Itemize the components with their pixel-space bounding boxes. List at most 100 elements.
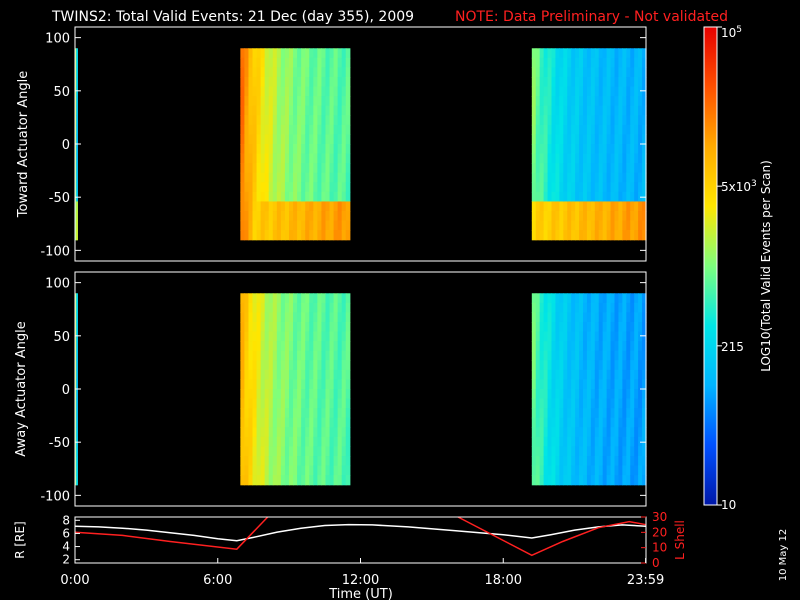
toward-cell xyxy=(586,57,592,69)
toward-cell xyxy=(240,115,245,126)
away-cell xyxy=(571,408,576,419)
away-cell xyxy=(535,456,541,467)
away-cell xyxy=(276,331,282,342)
away-cell xyxy=(284,456,290,467)
toward-cell xyxy=(618,220,623,231)
away-cell xyxy=(341,398,347,409)
away-cell xyxy=(602,456,608,467)
away-y-label: Away Actuator Angle xyxy=(14,321,29,456)
toward-cell xyxy=(276,163,282,174)
lshell-tick-label: 30 xyxy=(652,510,667,524)
away-cell xyxy=(634,331,639,342)
toward-cell xyxy=(252,48,258,59)
toward-cell xyxy=(598,76,604,88)
toward-cell xyxy=(256,134,262,145)
away-cell xyxy=(260,436,266,448)
away-cell xyxy=(622,475,627,486)
toward-cell xyxy=(551,220,557,231)
away-cell xyxy=(618,446,623,457)
toward-cell xyxy=(305,86,310,97)
away-cell xyxy=(598,312,604,323)
toward-cell xyxy=(284,201,290,212)
toward-cell xyxy=(579,105,584,116)
away-cell xyxy=(240,369,245,381)
toward-cell xyxy=(345,134,351,145)
toward-cell xyxy=(531,134,537,145)
away-cell xyxy=(559,360,564,371)
away-cell xyxy=(531,475,537,486)
away-cell xyxy=(280,436,286,448)
lshell-tick-label: 20 xyxy=(652,525,667,539)
toward-cell xyxy=(598,201,604,212)
away-cell xyxy=(594,398,600,409)
toward-cell xyxy=(586,48,592,59)
toward-cell xyxy=(329,67,335,78)
away-cell xyxy=(75,293,77,304)
away-cell xyxy=(571,427,576,438)
toward-cell xyxy=(555,57,560,69)
toward-cell xyxy=(586,144,592,155)
away-cell xyxy=(563,417,568,428)
toward-cell xyxy=(240,48,245,59)
toward-cell xyxy=(301,201,306,212)
away-cell xyxy=(586,369,592,381)
toward-cell xyxy=(305,182,310,193)
away-cell xyxy=(317,331,323,342)
away-cell xyxy=(622,398,627,409)
toward-cell xyxy=(590,76,596,88)
away-cell xyxy=(594,417,600,428)
away-cell xyxy=(325,408,331,419)
away-cell xyxy=(563,350,568,361)
away-cell xyxy=(579,408,584,419)
away-cell xyxy=(284,408,290,419)
toward-cell xyxy=(264,115,270,126)
toward-cell xyxy=(551,57,557,69)
away-cell xyxy=(272,369,278,381)
away-cell xyxy=(606,331,612,342)
toward-cell xyxy=(333,124,339,136)
toward-cell xyxy=(76,48,78,59)
toward-cell xyxy=(626,115,631,126)
toward-cell xyxy=(345,230,351,241)
toward-cell xyxy=(575,134,580,145)
away-cell xyxy=(333,293,339,304)
away-cell xyxy=(606,398,612,409)
toward-cell xyxy=(240,76,245,88)
away-cell xyxy=(551,293,557,304)
toward-cell xyxy=(579,96,584,107)
toward-cell xyxy=(75,76,77,88)
away-cell xyxy=(341,302,347,314)
away-cell xyxy=(543,293,549,304)
toward-cell xyxy=(602,163,608,174)
away-cell xyxy=(317,302,323,314)
away-cell xyxy=(555,446,560,457)
toward-cell xyxy=(272,115,278,126)
away-cell xyxy=(276,417,282,428)
away-cell xyxy=(575,369,580,381)
toward-cell xyxy=(638,220,643,231)
away-cell xyxy=(297,446,302,457)
away-cell xyxy=(638,331,643,342)
toward-cell xyxy=(276,153,282,164)
away-cell xyxy=(614,379,620,390)
toward-cell xyxy=(575,96,580,107)
away-cell xyxy=(559,456,564,467)
toward-cell xyxy=(575,86,580,97)
toward-cell xyxy=(309,163,314,174)
toward-cell xyxy=(240,220,245,231)
toward-cell xyxy=(345,220,351,231)
toward-cell xyxy=(614,144,620,155)
away-cell xyxy=(264,341,270,352)
away-cell xyxy=(606,389,612,400)
away-cell xyxy=(626,389,631,400)
toward-cell xyxy=(606,230,612,241)
toward-cell xyxy=(248,57,254,69)
toward-cell xyxy=(305,134,310,145)
away-cell xyxy=(535,436,541,448)
toward-cell xyxy=(301,182,306,193)
away-cell xyxy=(535,312,541,323)
away-cell xyxy=(606,456,612,467)
away-cell xyxy=(563,302,568,314)
toward-cell xyxy=(582,172,588,183)
toward-cell xyxy=(606,191,612,203)
